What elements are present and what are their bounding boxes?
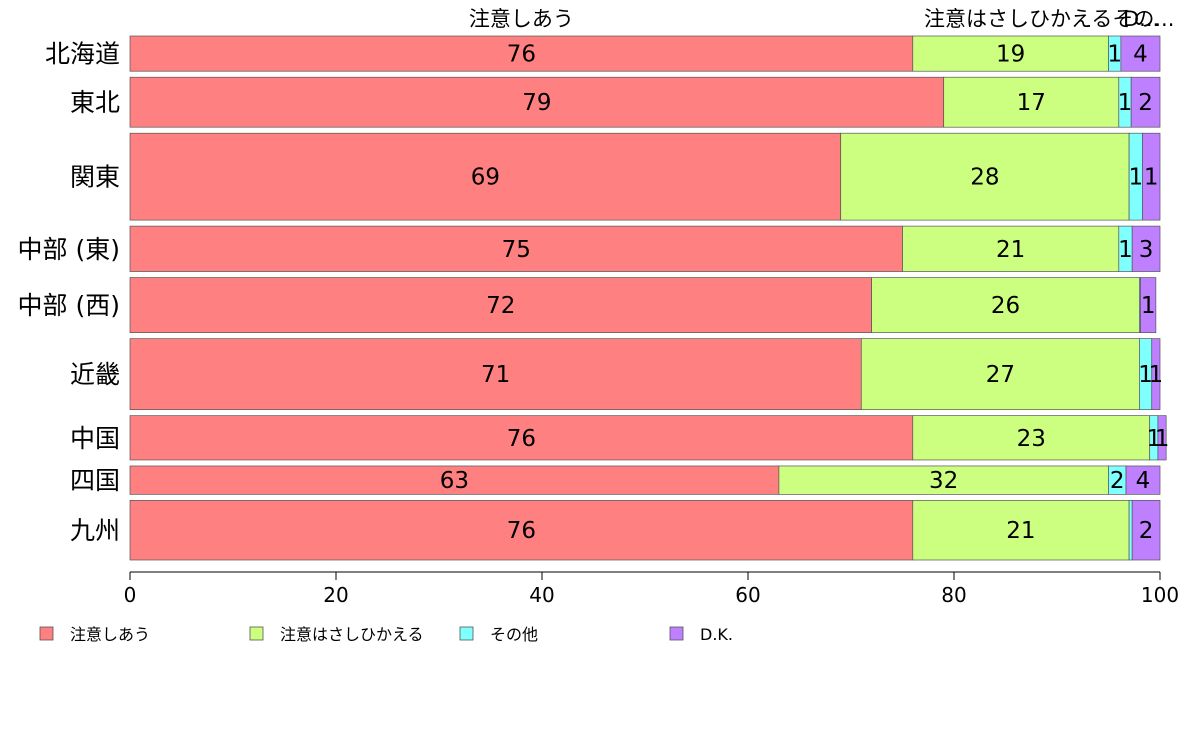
bar-segment-2-3 — [1142, 132, 1161, 221]
bar-segment-1-0 — [129, 76, 945, 128]
data-label: 1 — [1118, 90, 1133, 116]
legend: 注意しあう 注意はさしひかえる その他 D.K. — [39, 625, 733, 644]
data-label: 2 — [1110, 468, 1125, 494]
legend-label: 注意はさしひかえる — [280, 625, 424, 644]
bar-segment-8-3 — [1131, 500, 1161, 561]
category-label: 九州 — [70, 516, 120, 545]
data-label: 17 — [1017, 90, 1046, 116]
bar-segment-5-0 — [129, 338, 862, 411]
data-label: 72 — [486, 293, 515, 319]
bar-segment-2-1 — [840, 132, 1130, 221]
top-series-label: D... — [1123, 7, 1159, 31]
data-label: 71 — [481, 362, 510, 388]
bar-segment-0-1 — [912, 35, 1109, 72]
data-label: 76 — [507, 426, 536, 452]
bar-segment-4-1 — [871, 277, 1140, 333]
x-tick-label: 100 — [1141, 583, 1179, 607]
data-label: 1 — [1144, 165, 1159, 191]
bar-segment-5-3 — [1151, 338, 1161, 411]
data-label: 21 — [1006, 518, 1035, 544]
bar-segment-7-3 — [1125, 465, 1161, 495]
data-label: 32 — [929, 468, 958, 494]
bar-segment-2-0 — [129, 132, 842, 221]
data-label: 1 — [1138, 362, 1153, 388]
top-series-label: 注意はさしひかえるその... — [924, 7, 1174, 31]
bar-segment-4-0 — [129, 277, 872, 333]
data-label: 75 — [502, 237, 531, 263]
category-label: 関東 — [70, 163, 120, 192]
x-tick-label: 40 — [529, 583, 554, 607]
bar-segment-6-0 — [129, 415, 914, 461]
data-label: 1 — [1146, 426, 1161, 452]
bar-segment-3-3 — [1131, 225, 1161, 272]
top-labels: 注意しあう 注意はさしひかえるその...D... — [469, 7, 1175, 31]
data-label: 1 — [1118, 237, 1133, 263]
bar-segment-0-0 — [129, 35, 914, 72]
data-label: 1 — [1141, 293, 1156, 319]
bar-segment-5-1 — [860, 338, 1140, 411]
bar-segment-8-1 — [912, 500, 1130, 561]
data-label: 79 — [522, 90, 551, 116]
data-label: 1 — [1107, 42, 1122, 68]
data-label: 4 — [1133, 42, 1148, 68]
x-tick-label: 20 — [323, 583, 348, 607]
data-label: 4 — [1136, 468, 1151, 494]
x-tick-label: 60 — [735, 583, 760, 607]
category-label: 中部 (東) — [18, 235, 120, 264]
category-label: 中国 — [70, 424, 120, 453]
data-label: 3 — [1139, 237, 1154, 263]
category-label: 北海道 — [45, 40, 120, 69]
bar-segment-7-1 — [778, 465, 1109, 495]
category-label: 中部 (西) — [18, 291, 120, 320]
bar-segment-6-1 — [912, 415, 1151, 461]
bar-segment-8-2 — [1128, 500, 1133, 561]
bar-segment-3-0 — [129, 225, 903, 272]
bar-segment-8-0 — [129, 500, 914, 561]
x-tick-label: 80 — [941, 583, 966, 607]
bar-segment-1-1 — [943, 76, 1120, 128]
bar-segment-7-0 — [129, 465, 780, 495]
data-label: 21 — [996, 237, 1025, 263]
bar-segment-6-3 — [1157, 415, 1167, 461]
category-label: 近畿 — [70, 360, 120, 389]
data-label: 23 — [1017, 426, 1046, 452]
data-label: 1 — [1149, 362, 1164, 388]
data-label: 76 — [507, 518, 536, 544]
data-label: 1 — [1128, 165, 1143, 191]
data-label: 26 — [991, 293, 1020, 319]
category-label: 東北 — [70, 88, 120, 117]
data-label: 2 — [1138, 90, 1153, 116]
legend-label: その他 — [490, 625, 538, 644]
legend-swatch — [669, 626, 684, 641]
data-label: 2 — [1139, 518, 1154, 544]
data-label: 28 — [970, 165, 999, 191]
data-label: 69 — [471, 165, 500, 191]
bar-segment-3-1 — [902, 225, 1120, 272]
data-label: 19 — [996, 42, 1025, 68]
data-label: 76 — [507, 42, 536, 68]
legend-swatch — [39, 626, 54, 641]
data-label: 27 — [986, 362, 1015, 388]
bar-segment-1-3 — [1130, 76, 1161, 128]
top-series-label: 注意しあう — [469, 7, 574, 31]
bar-segment-4-3 — [1140, 277, 1157, 333]
legend-label: D.K. — [700, 625, 733, 644]
bar-segment-0-3 — [1120, 35, 1161, 72]
legend-swatch — [459, 626, 474, 641]
x-tick-label: 0 — [124, 583, 137, 607]
data-label: 1 — [1155, 426, 1170, 452]
data-label: 63 — [440, 468, 469, 494]
x-axis: 0 20 40 60 80 100 — [124, 571, 1179, 607]
legend-swatch — [249, 626, 264, 641]
legend-label: 注意しあう — [70, 625, 150, 644]
category-label: 四国 — [70, 466, 120, 495]
